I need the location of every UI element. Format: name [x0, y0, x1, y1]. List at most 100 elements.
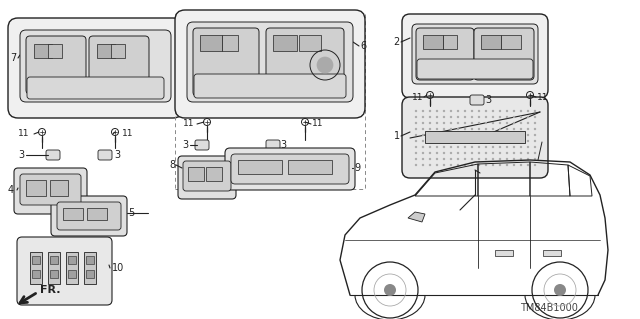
- Bar: [206, 167, 222, 181]
- Circle shape: [513, 110, 515, 112]
- Circle shape: [443, 164, 445, 166]
- Circle shape: [450, 146, 452, 148]
- Circle shape: [457, 110, 460, 112]
- Text: 6: 6: [360, 41, 366, 51]
- Text: FR.: FR.: [40, 285, 61, 295]
- Circle shape: [429, 134, 431, 136]
- Circle shape: [485, 134, 487, 136]
- Bar: [50, 256, 58, 264]
- Circle shape: [492, 122, 494, 124]
- Circle shape: [450, 134, 452, 136]
- Circle shape: [478, 164, 480, 166]
- Circle shape: [471, 140, 473, 142]
- Circle shape: [450, 140, 452, 142]
- Circle shape: [520, 128, 522, 130]
- Circle shape: [429, 128, 431, 130]
- FancyBboxPatch shape: [225, 148, 355, 190]
- Circle shape: [527, 116, 529, 118]
- Bar: [32, 256, 40, 264]
- Text: 11: 11: [122, 130, 134, 138]
- Circle shape: [429, 158, 431, 160]
- FancyBboxPatch shape: [402, 14, 548, 98]
- Circle shape: [513, 158, 515, 160]
- Bar: [87, 208, 107, 220]
- Circle shape: [520, 134, 522, 136]
- Circle shape: [471, 158, 473, 160]
- Circle shape: [415, 164, 417, 166]
- Circle shape: [422, 146, 424, 148]
- Bar: [26, 180, 46, 196]
- Circle shape: [534, 116, 536, 118]
- Circle shape: [527, 110, 529, 112]
- Bar: [273, 35, 297, 51]
- Circle shape: [534, 128, 536, 130]
- FancyBboxPatch shape: [187, 22, 353, 102]
- Bar: [501, 35, 521, 49]
- Circle shape: [534, 122, 536, 124]
- Circle shape: [527, 158, 529, 160]
- Bar: [86, 270, 94, 278]
- Bar: [481, 35, 501, 49]
- Circle shape: [457, 140, 460, 142]
- Circle shape: [520, 158, 522, 160]
- Circle shape: [464, 140, 466, 142]
- Circle shape: [478, 128, 480, 130]
- Circle shape: [415, 134, 417, 136]
- Circle shape: [513, 116, 515, 118]
- Circle shape: [436, 110, 438, 112]
- Circle shape: [492, 146, 494, 148]
- Circle shape: [534, 110, 536, 112]
- Circle shape: [443, 158, 445, 160]
- Circle shape: [457, 128, 460, 130]
- FancyBboxPatch shape: [266, 140, 280, 150]
- Circle shape: [457, 116, 460, 118]
- Circle shape: [506, 140, 508, 142]
- Circle shape: [443, 122, 445, 124]
- Text: 11: 11: [412, 93, 424, 101]
- Circle shape: [471, 146, 473, 148]
- Circle shape: [513, 146, 515, 148]
- Text: 3: 3: [182, 140, 188, 150]
- Circle shape: [429, 116, 431, 118]
- Circle shape: [422, 152, 424, 154]
- Circle shape: [478, 110, 480, 112]
- Circle shape: [457, 164, 460, 166]
- Circle shape: [478, 146, 480, 148]
- FancyBboxPatch shape: [175, 10, 365, 118]
- Circle shape: [527, 152, 529, 154]
- Bar: [97, 44, 115, 58]
- Bar: [200, 35, 222, 51]
- Circle shape: [429, 164, 431, 166]
- Circle shape: [492, 164, 494, 166]
- Circle shape: [513, 152, 515, 154]
- FancyBboxPatch shape: [417, 59, 533, 79]
- Circle shape: [471, 110, 473, 112]
- Circle shape: [429, 140, 431, 142]
- Bar: [68, 256, 76, 264]
- Circle shape: [485, 146, 487, 148]
- Circle shape: [443, 134, 445, 136]
- Text: 11: 11: [312, 120, 323, 129]
- Bar: [48, 44, 62, 58]
- Bar: [288, 160, 332, 174]
- Circle shape: [450, 110, 452, 112]
- Circle shape: [478, 134, 480, 136]
- FancyBboxPatch shape: [470, 95, 484, 105]
- Bar: [495, 250, 513, 256]
- Circle shape: [457, 134, 460, 136]
- FancyBboxPatch shape: [57, 202, 121, 230]
- Bar: [32, 270, 40, 278]
- Text: 5: 5: [128, 208, 134, 218]
- Text: 3: 3: [114, 150, 120, 160]
- FancyBboxPatch shape: [178, 156, 236, 199]
- Circle shape: [478, 140, 480, 142]
- Circle shape: [520, 116, 522, 118]
- Circle shape: [520, 164, 522, 166]
- Text: TM84B1000: TM84B1000: [520, 303, 578, 313]
- Circle shape: [506, 110, 508, 112]
- Circle shape: [485, 110, 487, 112]
- Circle shape: [415, 128, 417, 130]
- Text: 1: 1: [394, 131, 400, 141]
- Bar: [222, 35, 238, 51]
- Bar: [50, 180, 68, 196]
